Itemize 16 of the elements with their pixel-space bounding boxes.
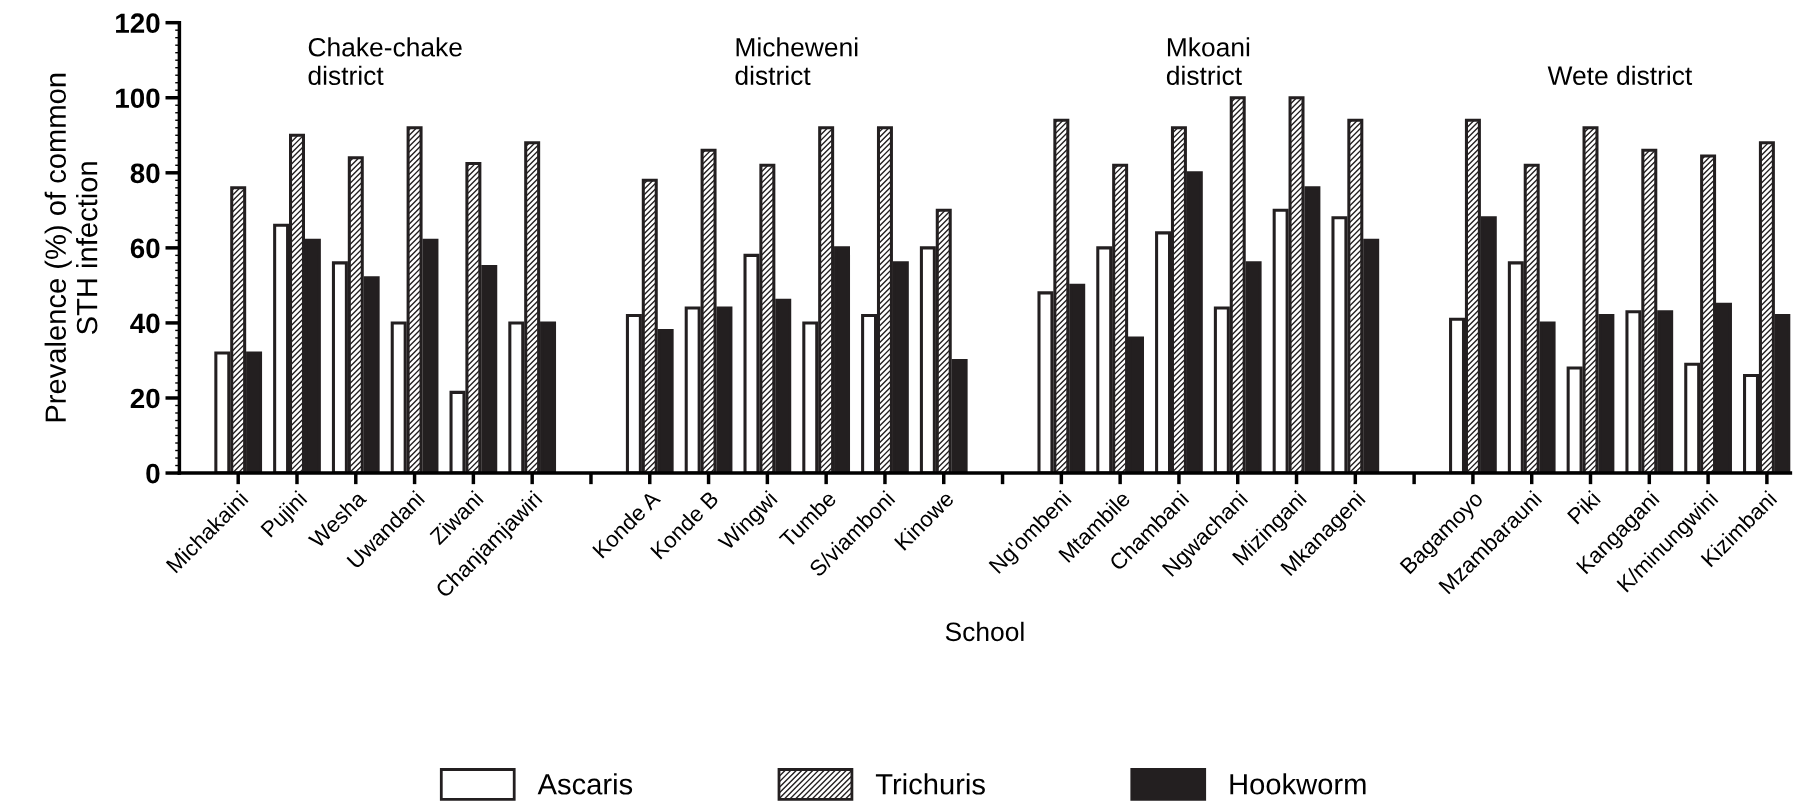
annotation: Micheweni district: [735, 37, 858, 86]
y-tick-label: 0: [146, 463, 160, 484]
x-axis-title: School: [945, 621, 1024, 642]
legend-label: Ascaris: [537, 773, 633, 795]
y-tick-label: 60: [130, 238, 160, 259]
y-tick-label: 40: [130, 313, 160, 334]
annotation: Mkoani district: [1166, 37, 1250, 86]
legend-label: Trichuris: [875, 773, 985, 795]
legend-label: Hookworm: [1230, 773, 1366, 795]
y-axis-title: Prevalence (%) of common STH infection: [44, 73, 98, 422]
y-tick-label: 80: [130, 163, 160, 184]
annotation: Wete district: [1547, 65, 1693, 86]
y-tick-label: 100: [116, 88, 160, 109]
annotation: Chake-chake district: [308, 37, 462, 86]
y-tick-label: 20: [130, 388, 160, 409]
y-tick-label: 120: [116, 13, 160, 34]
